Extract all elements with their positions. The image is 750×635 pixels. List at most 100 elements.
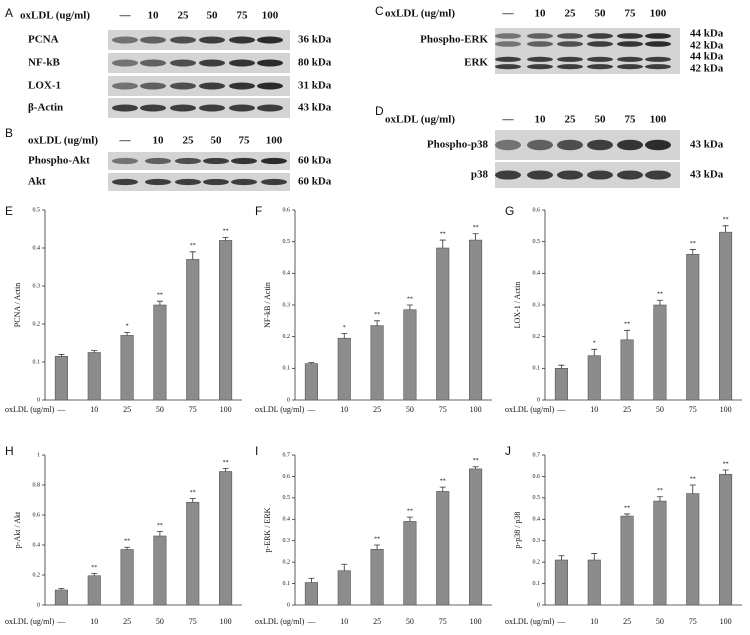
significance: ** [440, 231, 446, 237]
blot-band [587, 33, 613, 39]
blot-band [170, 104, 196, 112]
blot-band [112, 104, 138, 112]
error-bar [689, 484, 696, 494]
blot-band [587, 64, 613, 70]
error-bar [124, 546, 131, 550]
kda-label: 44 kDa [690, 28, 724, 40]
bar [653, 304, 667, 401]
panel-label: B [5, 126, 13, 140]
x-tick-label: 100 [470, 405, 482, 414]
row-label: Akt [28, 176, 46, 188]
bar [469, 239, 483, 401]
blot-band [257, 104, 283, 112]
kda-label: 60 kDa [298, 176, 332, 188]
bar [620, 339, 634, 401]
x-axis-label: oxLDL (ug/ml) [5, 617, 55, 626]
lane-label: 100 [650, 114, 667, 126]
y-tick-label: 0.5 [33, 207, 41, 213]
error-bar [591, 553, 598, 560]
x-tick-label: 50 [656, 405, 664, 414]
bar [370, 325, 384, 401]
error-bar [91, 350, 98, 353]
y-tick-label: 0.6 [33, 512, 41, 518]
x-tick-label: 100 [220, 617, 232, 626]
blot-band [587, 56, 613, 62]
blot-band [112, 178, 138, 186]
blot-band [140, 82, 166, 90]
y-tick-label: 0.4 [533, 271, 541, 277]
blot-band [557, 41, 583, 47]
x-tick-label: 25 [373, 617, 381, 626]
x-tick-label: 10 [90, 617, 98, 626]
bar [587, 355, 601, 401]
y-tick-label: 0.2 [533, 560, 541, 566]
blot-band [617, 33, 643, 39]
row-label: LOX-1 [28, 80, 61, 92]
x-tick-label: 100 [720, 617, 732, 626]
blot-header: oxLDL (ug/ml) [28, 135, 98, 147]
blot-band [170, 36, 196, 44]
y-tick-label: 0.4 [533, 517, 541, 523]
x-axis-label: oxLDL (ug/ml) [5, 405, 55, 414]
lane-label: 50 [207, 10, 219, 22]
significance: ** [223, 460, 229, 466]
x-tick-label: 75 [189, 617, 197, 626]
significance: ** [723, 461, 729, 467]
x-tick-label: 100 [220, 405, 232, 414]
blot-band [617, 56, 643, 62]
blot-band [527, 170, 553, 180]
y-tick-label: 0.6 [533, 474, 541, 480]
kda-label: 43 kDa [298, 102, 332, 114]
blot-band [175, 178, 201, 186]
bar [620, 515, 634, 606]
blot-band [645, 41, 671, 47]
blot-band [527, 41, 553, 47]
error-bar [439, 239, 446, 248]
y-tick-label: 0.5 [283, 239, 291, 245]
blot-band [175, 157, 201, 165]
bar [337, 337, 351, 401]
panel-label: I [255, 444, 258, 458]
y-tick-label: 0.5 [533, 239, 541, 245]
x-tick-label: 100 [470, 617, 482, 626]
error-bar [472, 466, 479, 469]
significance: * [126, 324, 129, 330]
blot-band [203, 178, 229, 186]
error-bar [189, 251, 196, 260]
y-tick-label: 0 [287, 602, 290, 608]
x-tick-label: 75 [189, 405, 197, 414]
blot-band [527, 56, 553, 62]
y-axis-label: PCNA / Actin [13, 283, 22, 327]
y-tick-label: 0.3 [533, 538, 541, 544]
bar [87, 575, 101, 606]
blot-band [145, 178, 171, 186]
lane-label: — [502, 114, 515, 126]
blot-band [112, 157, 138, 165]
x-tick-label: 10 [340, 617, 348, 626]
bar [719, 231, 733, 401]
lane-label: 25 [178, 10, 190, 22]
blot-band [557, 33, 583, 39]
blot-header: oxLDL (ug/ml) [20, 10, 90, 22]
blot-band [261, 157, 287, 165]
x-tick-label: — [56, 617, 66, 626]
blot-band [112, 36, 138, 44]
error-bar [308, 362, 315, 364]
bar [304, 363, 318, 401]
x-axis-label: oxLDL (ug/ml) [505, 405, 555, 414]
significance: ** [624, 505, 630, 511]
error-bar [624, 329, 631, 340]
lane-label: 50 [595, 8, 607, 20]
blot-strip [495, 28, 680, 52]
panel-label: E [5, 204, 13, 218]
bar [153, 304, 167, 401]
panel-label: D [375, 104, 384, 118]
y-tick-label: 0.2 [283, 334, 291, 340]
blot-band [527, 139, 553, 151]
error-bar [222, 236, 229, 241]
blot-band [231, 178, 257, 186]
bar [87, 352, 101, 401]
row-label: Phospho-ERK [420, 34, 488, 46]
error-bar [156, 300, 163, 305]
